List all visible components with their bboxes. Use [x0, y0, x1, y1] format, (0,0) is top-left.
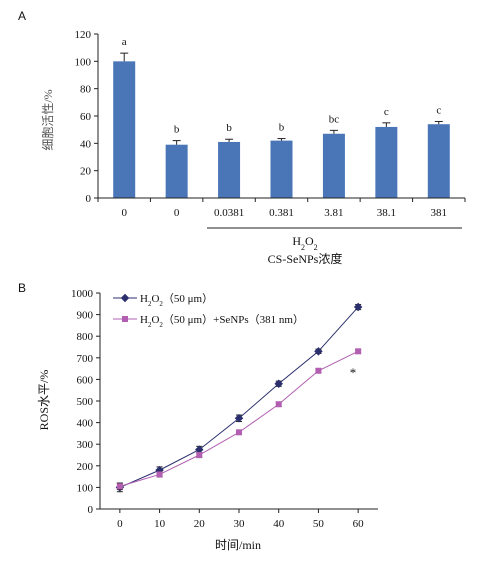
panel-a-bar — [165, 144, 188, 198]
legend-item-h2o2-senps: H2O2（50 μm）+SeNPs（381 nm） — [113, 313, 304, 329]
panel-a-y-tick-label: 0 — [86, 193, 92, 205]
panel-b-point-diamond — [274, 379, 283, 388]
panel-b-y-axis-label: ROS水平/% — [37, 370, 51, 431]
panel-b-y-tick-label: 0 — [88, 504, 94, 516]
panel-a-x-tick-label: 0.0381 — [214, 207, 244, 219]
panel-a-significance-letter: c — [384, 106, 389, 118]
panel-a-y-tick-label: 100 — [75, 56, 92, 68]
legend-item-h2o2: H2O2（50 μm） — [113, 292, 213, 308]
panel-a-x-tick-label: 38.1 — [377, 207, 396, 219]
panel-b-point-square — [116, 483, 123, 490]
panel-a-x-tick-label: 381 — [431, 207, 448, 219]
panel-a-y-tick-label: 120 — [75, 29, 92, 41]
panel-b-point-square — [275, 401, 282, 408]
panel-b-point-square — [236, 429, 242, 436]
panel-b-y-ticks: 0 100 200 300 400 500 600 700 800 900 1000 — [71, 288, 100, 516]
panel-a: A 0 20 40 60 80 100 120 a b b b bc c c 0 0 0.0381 0.381… — [18, 9, 466, 266]
panel-a-label: A — [18, 9, 26, 23]
panel-a-significance-letter: bc — [329, 113, 340, 125]
panel-b-x-tick-label: 20 — [194, 518, 206, 530]
panel-b-x-ticks: 0 10 20 30 40 50 60 — [117, 509, 364, 530]
panel-a-y-tick-label: 20 — [80, 166, 92, 178]
panel-a-significance-letter: a — [122, 36, 127, 48]
panel-a-bar — [218, 141, 241, 198]
panel-a-y-tick-label: 80 — [80, 84, 92, 96]
panel-a-bars: a b b b bc c c — [113, 36, 450, 199]
panel-b-y-tick-label: 200 — [77, 461, 94, 473]
panel-b-x-tick-label: 10 — [154, 518, 166, 530]
panel-a-bar — [270, 140, 293, 198]
panel-a-bar — [113, 61, 136, 199]
panel-b-significance-annotation: * — [350, 365, 357, 380]
panel-b-x-tick-label: 0 — [117, 518, 123, 530]
panel-b-point-diamond — [234, 414, 244, 423]
panel-b-x-tick-label: 40 — [273, 518, 285, 530]
panel-a-x-tick-label: 3.81 — [324, 207, 343, 219]
panel-a-y-axis-label: 细胞活性/% — [41, 89, 55, 150]
panel-a-x-tick-label: 0 — [121, 207, 127, 219]
panel-b-x-tick-label: 60 — [353, 518, 365, 530]
panel-b-y-tick-label: 700 — [77, 353, 94, 365]
panel-b-y-tick-label: 100 — [77, 482, 94, 494]
panel-a-bracket-label-2: CS-SeNPs浓度 — [268, 251, 343, 266]
panel-a-bar — [375, 126, 398, 198]
panel-b-y-tick-label: 400 — [77, 418, 94, 430]
legend-label-h2o2-senps: H2O2（50 μm）+SeNPs（381 nm） — [140, 313, 304, 329]
panel-a-significance-letter: b — [174, 124, 180, 136]
panel-a-y-tick-label: 60 — [80, 111, 92, 123]
panel-b-x-axis-label: 时间/min — [215, 538, 261, 552]
legend-label-h2o2: H2O2（50 μm） — [140, 292, 213, 308]
panel-b-point-square — [196, 452, 203, 458]
panel-a-bracket-label-1: H2O2 — [292, 234, 317, 252]
panel-b-series — [115, 302, 363, 493]
panel-b-point-square — [355, 348, 362, 355]
panel-b-y-tick-label: 900 — [77, 310, 94, 322]
panel-b-series-line-1 — [119, 306, 359, 488]
panel-b-label: B — [18, 281, 26, 295]
panel-a-bar — [322, 133, 345, 198]
panel-b-x-tick-label: 50 — [313, 518, 325, 530]
panel-a-x-ticks: 0 0 0.0381 0.381 3.81 38.1 381 — [97, 198, 466, 219]
panel-a-significance-letter: c — [436, 104, 441, 116]
panel-b-legend: H2O2（50 μm） H2O2（50 μm）+SeNPs（381 nm） — [113, 292, 304, 329]
panel-a-significance-letter: b — [279, 122, 285, 134]
panel-b-point-diamond — [314, 347, 323, 356]
panel-a-y-ticks: 0 20 40 60 80 100 120 — [75, 29, 98, 205]
panel-a-bar — [427, 124, 450, 198]
panel-b-y-tick-label: 1000 — [71, 288, 94, 300]
panel-b: B 0 100 200 300 400 500 600 700 800 900 1000 0 10 20… — [18, 281, 378, 552]
panel-b-point-square — [156, 471, 163, 478]
panel-b-point-diamond — [353, 302, 363, 312]
panel-b-point-diamond — [195, 445, 204, 454]
panel-a-x-tick-label: 0 — [174, 207, 180, 219]
panel-b-y-tick-label: 800 — [77, 331, 94, 343]
panel-b-y-tick-label: 600 — [77, 374, 94, 386]
panel-a-x-tick-label: 0.381 — [269, 207, 294, 219]
panel-b-y-tick-label: 500 — [77, 396, 94, 408]
panel-b-x-tick-label: 30 — [234, 518, 246, 530]
panel-a-y-tick-label: 40 — [80, 138, 92, 150]
panel-b-y-tick-label: 300 — [77, 439, 94, 451]
panel-b-point-square — [315, 367, 322, 374]
panel-a-significance-letter: b — [226, 122, 232, 134]
